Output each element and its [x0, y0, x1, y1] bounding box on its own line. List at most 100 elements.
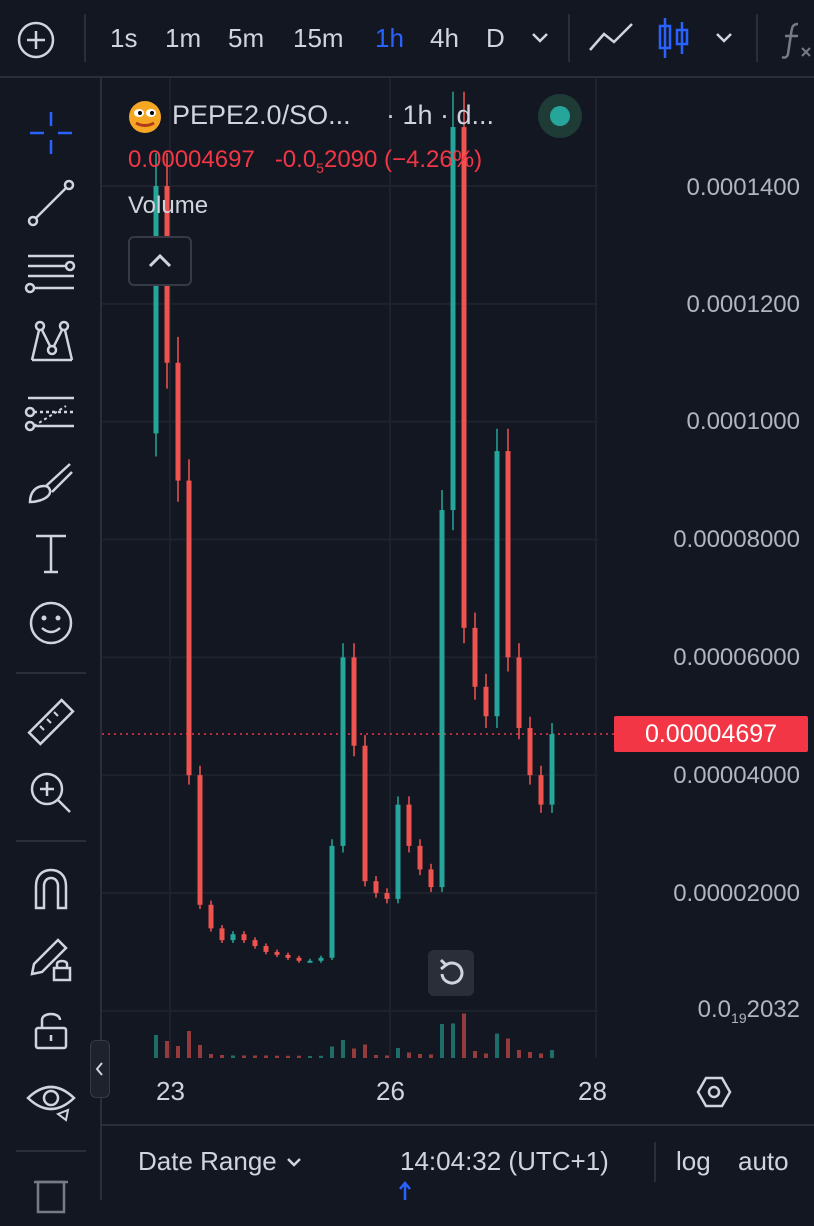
candle: [494, 451, 500, 717]
lock-drawing-icon[interactable]: [22, 930, 80, 988]
volume-bar: [330, 1046, 334, 1058]
eye-icon[interactable]: [22, 1070, 80, 1128]
volume-bar: [550, 1050, 554, 1058]
price-change: -0.052090: [274, 146, 378, 176]
sidebar-divider: [16, 1150, 86, 1152]
volume-bar: [462, 1013, 466, 1058]
interval-15m[interactable]: 15m: [293, 23, 344, 53]
auto-scale-toggle[interactable]: auto: [738, 1146, 789, 1176]
candle: [483, 686, 489, 717]
volume-bar: [495, 1033, 499, 1058]
candle: [241, 934, 247, 941]
candle: [230, 934, 236, 941]
chevron-down-icon: [287, 1158, 301, 1167]
interval-meta: · 1h · d...: [386, 100, 495, 130]
volume-bar: [429, 1054, 433, 1058]
pattern-icon[interactable]: [22, 314, 80, 372]
current-price-value: 0.00004697: [128, 146, 255, 173]
symbol-title[interactable]: PEPE2.0/SO...: [172, 100, 351, 130]
indicators-fx-icon[interactable]: [780, 20, 814, 60]
candle: [329, 845, 335, 958]
drawing-toolbar: [0, 78, 102, 1214]
candle: [417, 845, 423, 870]
volume-bar: [242, 1055, 246, 1058]
unlock-icon[interactable]: [22, 1000, 80, 1058]
date-range-button[interactable]: Date Range: [138, 1146, 304, 1177]
arrow-up-icon: [399, 1181, 411, 1200]
magnet-icon[interactable]: [22, 860, 80, 918]
volume-bar: [363, 1044, 367, 1058]
price-axis-label: 0.00002000: [673, 880, 800, 907]
interval-5m[interactable]: 5m: [228, 23, 265, 53]
price-axis-label: 0.0192032: [697, 996, 800, 1026]
volume-bar: [154, 1035, 158, 1058]
candle: [153, 186, 159, 434]
volume-bar: [473, 1051, 477, 1058]
text-tool-icon[interactable]: [22, 524, 80, 582]
volume-bar: [341, 1040, 345, 1058]
volume-bar: [539, 1053, 543, 1058]
time-axis-label: 23: [156, 1076, 185, 1106]
candle: [362, 745, 368, 882]
volume-bar: [253, 1055, 257, 1058]
volume-bar: [517, 1050, 521, 1058]
volume-bar: [231, 1055, 235, 1058]
line-chart-icon[interactable]: [588, 20, 636, 56]
candle: [428, 869, 434, 888]
zoom-in-icon[interactable]: [22, 764, 80, 822]
candle: [252, 940, 258, 947]
volume-bar: [286, 1055, 290, 1058]
crosshair-icon[interactable]: [22, 104, 80, 162]
volume-bar: [198, 1045, 202, 1058]
candle: [527, 728, 533, 776]
price-chart[interactable]: [102, 78, 814, 1200]
chevron-down-icon[interactable]: [528, 30, 552, 46]
brush-icon[interactable]: [22, 454, 80, 512]
volume-bar: [275, 1055, 279, 1058]
volume-bar: [440, 1024, 444, 1058]
candle: [318, 957, 324, 961]
interval-4h[interactable]: 4h: [430, 23, 459, 53]
candle: [384, 893, 390, 899]
forecast-icon[interactable]: [22, 384, 80, 442]
candle: [186, 480, 192, 776]
emoji-icon[interactable]: [22, 594, 80, 652]
candle: [439, 510, 445, 888]
price-axis-label: 0.00008000: [673, 526, 800, 553]
collapse-legend-button[interactable]: [128, 236, 192, 286]
chart-settings-icon[interactable]: [696, 1074, 732, 1110]
interval-1s[interactable]: 1s: [110, 23, 138, 53]
price-legend: 0.00004697 -0.052090 (−4.26%): [128, 146, 482, 176]
volume-bar: [319, 1055, 323, 1058]
candlestick-icon[interactable]: [656, 16, 692, 60]
candle: [285, 954, 291, 958]
volume-bar: [352, 1048, 356, 1058]
price-axis-label: 0.00004000: [673, 762, 800, 789]
price-axis-label: 0.0001000: [686, 408, 800, 435]
price-axis-label: 0.0001400: [686, 174, 800, 201]
price-change-percent: (−4.26%): [384, 146, 483, 173]
candle: [549, 734, 555, 805]
candle: [175, 362, 181, 481]
top-toolbar: 1s 1m 5m 15m 1h 4h D: [0, 0, 814, 78]
candle: [516, 657, 522, 729]
add-symbol-icon[interactable]: [16, 20, 56, 60]
reset-chart-button[interactable]: [428, 950, 474, 996]
interval-1m[interactable]: 1m: [165, 23, 202, 53]
interval-1h[interactable]: 1h: [375, 23, 404, 53]
interval-d[interactable]: D: [486, 23, 505, 53]
volume-bar: [187, 1031, 191, 1058]
ruler-icon[interactable]: [22, 694, 80, 752]
volume-indicator-label[interactable]: Volume: [128, 192, 209, 219]
market-status-indicator[interactable]: [538, 94, 582, 138]
log-scale-toggle[interactable]: log: [676, 1146, 711, 1176]
timezone-clock[interactable]: 14:04:32 (UTC+1): [400, 1146, 609, 1176]
toolbar-divider: [756, 14, 758, 62]
trash-icon[interactable]: [22, 1168, 80, 1226]
sidebar-collapse-tab[interactable]: [90, 1040, 110, 1098]
chevron-up-icon: [148, 253, 172, 268]
trend-line-icon[interactable]: [22, 174, 80, 232]
horizontal-lines-icon[interactable]: [22, 244, 80, 302]
chevron-down-icon[interactable]: [712, 30, 736, 46]
toolbar-divider: [568, 14, 570, 62]
